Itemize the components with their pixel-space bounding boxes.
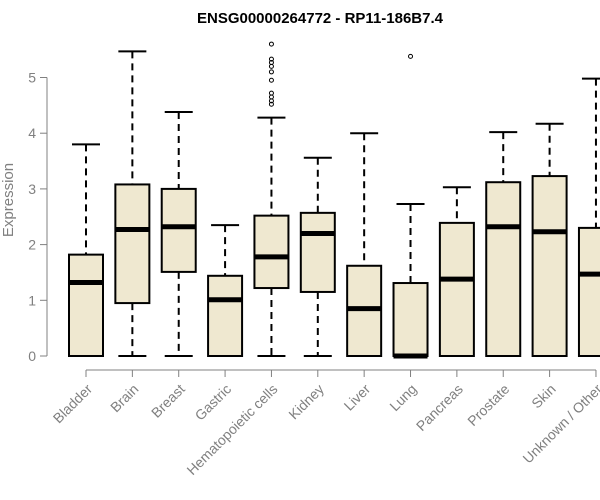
x-tick-label: Gastric (192, 381, 235, 424)
chart-title: ENSG00000264772 - RP11-186B7.4 (197, 10, 444, 27)
box-rect (485, 181, 522, 357)
x-tick-label: Hematopoietic cells (183, 381, 280, 478)
box-unknown-other (577, 77, 600, 357)
x-tick-label: Brain (107, 381, 141, 415)
x-tick-label: Lung (386, 381, 419, 414)
boxes-group (68, 41, 600, 359)
y-tick-label: 1 (28, 292, 36, 308)
box-gastric (207, 224, 244, 357)
box-rect (392, 282, 429, 357)
x-tick-label: Skin (528, 381, 559, 412)
outlier-point (268, 56, 274, 62)
box-prostate (485, 131, 522, 357)
x-tick-label: Pancreas (413, 381, 466, 434)
box-rect (207, 274, 244, 357)
box-hematopoietic-cells (253, 41, 290, 357)
outlier-point (268, 69, 274, 75)
x-tick-label: Liver (341, 381, 374, 414)
y-tick-label: 0 (28, 348, 36, 364)
x-tick-label: Breast (148, 381, 188, 421)
y-tick-label: 4 (28, 125, 36, 141)
box-kidney (299, 156, 336, 357)
y-axis-label: Expression (0, 163, 17, 237)
x-tick-label: Bladder (50, 381, 96, 427)
box-rect (68, 253, 104, 358)
outlier-point (268, 101, 274, 107)
box-skin (531, 122, 568, 357)
y-axis: 0 1 2 3 4 5 (28, 70, 48, 364)
y-tick-label: 3 (28, 181, 36, 197)
x-tick-label: Prostate (464, 381, 512, 429)
box-lung (392, 53, 429, 359)
x-tick-label: Unknown / Other (519, 381, 600, 467)
y-tick-label: 2 (28, 237, 36, 253)
box-rect (531, 175, 568, 357)
box-rect (577, 226, 600, 357)
box-rect (299, 211, 336, 293)
box-rect (438, 221, 475, 357)
box-liver (346, 132, 383, 357)
x-tick-label: Kidney (285, 381, 327, 423)
outlier-point (268, 41, 274, 47)
box-rect (253, 214, 290, 290)
outlier-point (408, 53, 414, 59)
box-breast (160, 111, 197, 357)
box-bladder (68, 143, 104, 358)
box-rect (160, 187, 197, 273)
y-tick-label: 5 (28, 70, 36, 86)
box-brain (114, 50, 151, 357)
outlier-point (268, 59, 274, 65)
box-pancreas (438, 186, 475, 357)
outlier-point (268, 90, 274, 96)
outlier-point (268, 77, 274, 83)
box-rect (114, 183, 151, 305)
